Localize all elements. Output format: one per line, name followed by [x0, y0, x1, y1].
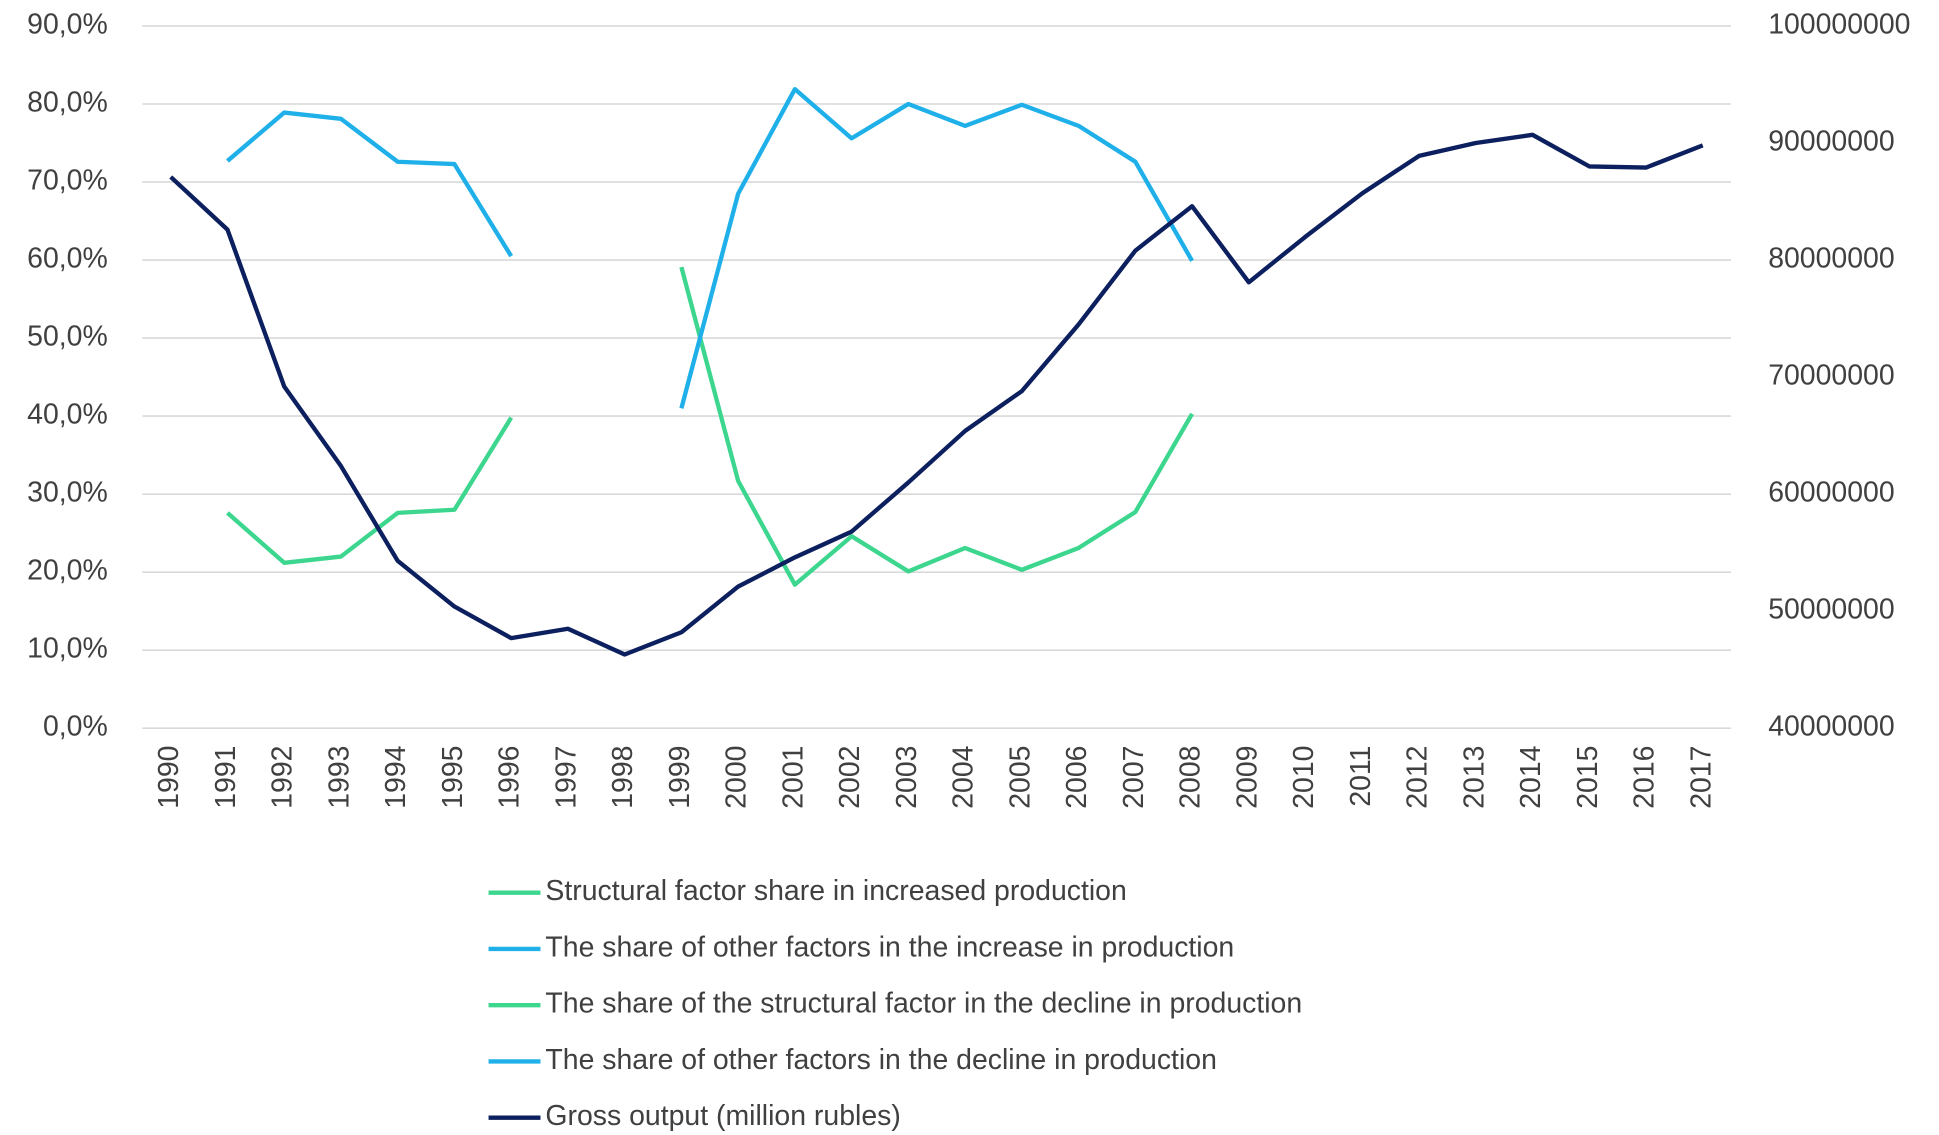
y2-tick-label: 70000000	[1768, 360, 1894, 392]
series-line	[226, 416, 514, 565]
y-tick-label: 80,0%	[27, 87, 108, 119]
legend-label: The share of the structural factor in th…	[545, 988, 1302, 1020]
x-tick-label: 1997	[550, 746, 582, 809]
y2-tick-label: 60000000	[1768, 477, 1894, 509]
x-tick-label: 2014	[1515, 746, 1547, 809]
y-tick-label: 40,0%	[27, 399, 108, 431]
x-tick-label: 2012	[1402, 746, 1434, 809]
legend-label: The share of other factors in the declin…	[545, 1044, 1216, 1076]
x-tick-label: 1998	[607, 746, 639, 809]
y-tick-label: 20,0%	[27, 555, 108, 587]
y2-tick-label: 50000000	[1768, 594, 1894, 626]
y-tick-label: 70,0%	[27, 165, 108, 197]
legend-label: The share of other factors in the increa…	[545, 931, 1234, 963]
x-tick-label: 2010	[1288, 746, 1320, 809]
x-tick-label: 2008	[1175, 746, 1207, 809]
y2-tick-label: 40000000	[1768, 711, 1894, 743]
x-tick-label: 1990	[153, 746, 185, 809]
x-tick-label: 1993	[323, 746, 355, 809]
y-tick-label: 60,0%	[27, 243, 108, 275]
series-line	[226, 110, 514, 258]
x-tick-label: 2005	[1004, 746, 1036, 809]
y2-tick-label: 100000000	[1768, 8, 1910, 40]
x-tick-label: 1995	[437, 746, 469, 809]
y-tick-label: 90,0%	[27, 8, 108, 40]
x-tick-label: 2016	[1629, 746, 1661, 809]
x-tick-label: 1991	[210, 746, 242, 809]
series-line	[679, 266, 1194, 587]
series-line	[679, 87, 1194, 409]
x-tick-label: 1996	[494, 746, 526, 809]
x-tick-label: 2003	[891, 746, 923, 809]
x-tick-label: 2004	[948, 746, 980, 809]
x-tick-label: 2007	[1118, 746, 1150, 809]
legend-label: Structural factor share in increased pro…	[545, 875, 1126, 907]
x-tick-label: 1992	[267, 746, 299, 809]
x-tick-label: 2001	[777, 746, 809, 809]
x-tick-label: 1999	[664, 746, 696, 809]
x-tick-label: 2002	[834, 746, 866, 809]
y-tick-label: 30,0%	[27, 477, 108, 509]
x-tick-label: 2006	[1061, 746, 1093, 809]
x-tick-label: 2011	[1345, 746, 1377, 807]
x-tick-label: 2009	[1231, 746, 1263, 809]
x-tick-label: 2017	[1685, 746, 1717, 809]
y-tick-label: 10,0%	[27, 633, 108, 665]
y-tick-label: 0,0%	[43, 711, 108, 743]
legend-label: Gross output (million rubles)	[545, 1100, 900, 1132]
y-tick-label: 50,0%	[27, 321, 108, 353]
x-tick-label: 2013	[1458, 746, 1490, 809]
y2-tick-label: 80000000	[1768, 243, 1894, 275]
x-tick-label: 2000	[721, 746, 753, 809]
y2-tick-label: 90000000	[1768, 126, 1894, 158]
x-tick-label: 2015	[1572, 746, 1604, 809]
series-line	[169, 132, 1704, 657]
x-tick-label: 1994	[380, 746, 412, 809]
